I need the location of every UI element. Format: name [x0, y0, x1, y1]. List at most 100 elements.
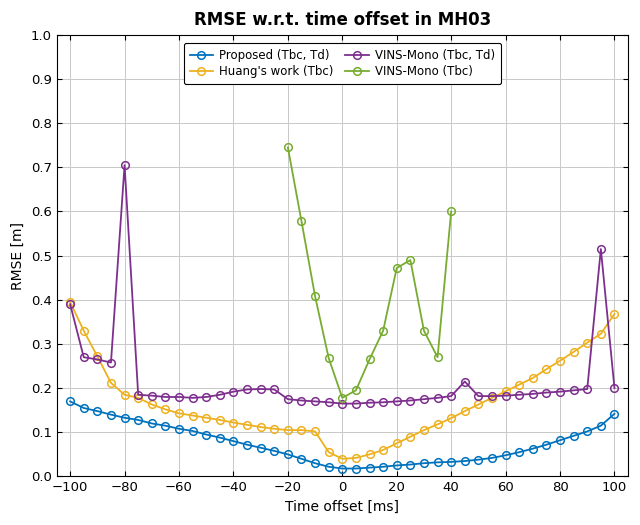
Line: VINS-Mono (Tbc): VINS-Mono (Tbc)	[284, 144, 455, 402]
VINS-Mono (Tbc, Td)	[461, 379, 468, 385]
Proposed (Tbc, Td)	[597, 423, 605, 429]
VINS-Mono (Tbc, Td)	[474, 393, 482, 399]
Proposed (Tbc, Td)	[488, 455, 496, 461]
Proposed (Tbc, Td)	[230, 438, 237, 444]
VINS-Mono (Tbc)	[365, 356, 373, 363]
Huang's work (Tbc)	[365, 452, 373, 458]
Legend: Proposed (Tbc, Td), Huang's work (Tbc), VINS-Mono (Tbc, Td), VINS-Mono (Tbc): Proposed (Tbc, Td), Huang's work (Tbc), …	[184, 43, 501, 85]
Proposed (Tbc, Td)	[584, 428, 591, 435]
Proposed (Tbc, Td)	[107, 412, 115, 418]
Proposed (Tbc, Td)	[243, 442, 251, 448]
VINS-Mono (Tbc, Td)	[406, 397, 414, 404]
Proposed (Tbc, Td)	[202, 432, 210, 438]
Line: Proposed (Tbc, Td): Proposed (Tbc, Td)	[67, 397, 618, 472]
Huang's work (Tbc)	[325, 449, 333, 455]
VINS-Mono (Tbc, Td)	[339, 401, 346, 407]
Proposed (Tbc, Td)	[474, 457, 482, 463]
Proposed (Tbc, Td)	[189, 428, 196, 434]
VINS-Mono (Tbc, Td)	[80, 354, 88, 360]
Proposed (Tbc, Td)	[93, 408, 101, 414]
Line: Huang's work (Tbc): Huang's work (Tbc)	[67, 298, 618, 463]
VINS-Mono (Tbc, Td)	[257, 386, 264, 392]
Huang's work (Tbc)	[311, 428, 319, 435]
Proposed (Tbc, Td)	[311, 460, 319, 466]
Proposed (Tbc, Td)	[284, 452, 292, 458]
VINS-Mono (Tbc, Td)	[107, 360, 115, 366]
VINS-Mono (Tbc, Td)	[488, 393, 496, 399]
Huang's work (Tbc)	[216, 417, 223, 423]
Huang's work (Tbc)	[93, 353, 101, 360]
Huang's work (Tbc)	[298, 427, 305, 433]
Proposed (Tbc, Td)	[298, 456, 305, 462]
Proposed (Tbc, Td)	[121, 415, 129, 421]
VINS-Mono (Tbc, Td)	[93, 356, 101, 363]
X-axis label: Time offset [ms]: Time offset [ms]	[285, 500, 399, 514]
Proposed (Tbc, Td)	[570, 433, 577, 439]
VINS-Mono (Tbc, Td)	[311, 398, 319, 405]
Proposed (Tbc, Td)	[352, 465, 360, 471]
Proposed (Tbc, Td)	[148, 421, 156, 427]
VINS-Mono (Tbc, Td)	[597, 246, 605, 252]
Huang's work (Tbc)	[148, 401, 156, 407]
VINS-Mono (Tbc, Td)	[556, 388, 564, 395]
Huang's work (Tbc)	[570, 349, 577, 355]
Huang's work (Tbc)	[257, 424, 264, 430]
Huang's work (Tbc)	[161, 406, 169, 413]
Huang's work (Tbc)	[502, 388, 509, 394]
Proposed (Tbc, Td)	[80, 405, 88, 411]
VINS-Mono (Tbc, Td)	[325, 399, 333, 405]
VINS-Mono (Tbc, Td)	[611, 385, 618, 391]
Huang's work (Tbc)	[243, 422, 251, 428]
Huang's work (Tbc)	[461, 408, 468, 414]
VINS-Mono (Tbc)	[406, 257, 414, 263]
Huang's work (Tbc)	[556, 358, 564, 364]
VINS-Mono (Tbc, Td)	[584, 386, 591, 392]
Huang's work (Tbc)	[284, 427, 292, 433]
Proposed (Tbc, Td)	[420, 460, 428, 466]
VINS-Mono (Tbc, Td)	[393, 398, 401, 405]
VINS-Mono (Tbc, Td)	[420, 396, 428, 402]
Huang's work (Tbc)	[121, 392, 129, 398]
Proposed (Tbc, Td)	[502, 452, 509, 458]
Huang's work (Tbc)	[380, 447, 387, 453]
Huang's work (Tbc)	[107, 380, 115, 386]
Proposed (Tbc, Td)	[67, 398, 74, 405]
VINS-Mono (Tbc, Td)	[434, 395, 442, 401]
VINS-Mono (Tbc, Td)	[243, 386, 251, 393]
Huang's work (Tbc)	[67, 299, 74, 305]
VINS-Mono (Tbc, Td)	[216, 392, 223, 398]
Huang's work (Tbc)	[393, 440, 401, 446]
Huang's work (Tbc)	[202, 415, 210, 421]
Proposed (Tbc, Td)	[461, 458, 468, 464]
Huang's work (Tbc)	[175, 410, 183, 416]
Huang's work (Tbc)	[406, 434, 414, 440]
Proposed (Tbc, Td)	[134, 417, 142, 423]
Huang's work (Tbc)	[271, 426, 278, 432]
Title: RMSE w.r.t. time offset in MH03: RMSE w.r.t. time offset in MH03	[194, 11, 491, 29]
VINS-Mono (Tbc, Td)	[161, 394, 169, 400]
VINS-Mono (Tbc)	[298, 218, 305, 224]
Huang's work (Tbc)	[543, 366, 550, 372]
Proposed (Tbc, Td)	[611, 411, 618, 417]
Proposed (Tbc, Td)	[447, 459, 455, 465]
Proposed (Tbc, Td)	[175, 426, 183, 432]
Huang's work (Tbc)	[529, 375, 537, 381]
VINS-Mono (Tbc, Td)	[570, 387, 577, 394]
Y-axis label: RMSE [m]: RMSE [m]	[11, 222, 25, 290]
Huang's work (Tbc)	[584, 340, 591, 346]
Proposed (Tbc, Td)	[556, 437, 564, 444]
VINS-Mono (Tbc, Td)	[365, 400, 373, 406]
VINS-Mono (Tbc, Td)	[529, 391, 537, 397]
Huang's work (Tbc)	[474, 401, 482, 407]
VINS-Mono (Tbc)	[339, 395, 346, 401]
Proposed (Tbc, Td)	[380, 464, 387, 470]
Proposed (Tbc, Td)	[339, 465, 346, 471]
VINS-Mono (Tbc, Td)	[502, 393, 509, 399]
Huang's work (Tbc)	[515, 382, 523, 388]
Proposed (Tbc, Td)	[515, 449, 523, 455]
Huang's work (Tbc)	[420, 427, 428, 433]
Proposed (Tbc, Td)	[406, 461, 414, 468]
Proposed (Tbc, Td)	[257, 445, 264, 451]
VINS-Mono (Tbc, Td)	[352, 401, 360, 407]
Huang's work (Tbc)	[352, 455, 360, 461]
